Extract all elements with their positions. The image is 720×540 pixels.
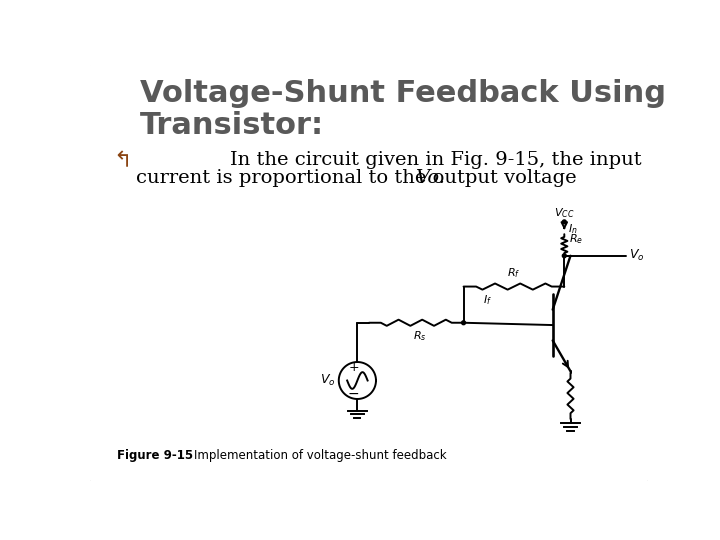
- Text: $I_n$: $I_n$: [568, 222, 578, 237]
- Text: $V_{CC}$: $V_{CC}$: [554, 206, 575, 220]
- FancyBboxPatch shape: [87, 62, 651, 484]
- Text: −: −: [348, 387, 359, 401]
- Text: $R_e$: $R_e$: [569, 232, 583, 246]
- Text: $V_o$: $V_o$: [320, 373, 336, 388]
- Text: $I_f$: $I_f$: [483, 294, 492, 307]
- Text: Figure 9-15: Figure 9-15: [117, 449, 193, 462]
- Text: $R_f$: $R_f$: [507, 266, 521, 280]
- Circle shape: [462, 321, 466, 325]
- Text: Transistor:: Transistor:: [140, 111, 325, 140]
- Text: ↰: ↰: [113, 151, 132, 171]
- Text: $V_o$: $V_o$: [629, 248, 645, 264]
- Text: Voltage-Shunt Feedback Using: Voltage-Shunt Feedback Using: [140, 79, 667, 107]
- Text: Vo.: Vo.: [415, 168, 446, 187]
- Text: Implementation of voltage-shunt feedback: Implementation of voltage-shunt feedback: [179, 449, 446, 462]
- Circle shape: [562, 254, 566, 258]
- Text: current is proportional to the output voltage: current is proportional to the output vo…: [137, 168, 583, 187]
- Circle shape: [562, 220, 566, 224]
- Text: $R_s$: $R_s$: [413, 330, 427, 343]
- Text: +: +: [348, 361, 359, 374]
- Text: In the circuit given in Fig. 9-15, the input: In the circuit given in Fig. 9-15, the i…: [230, 151, 641, 169]
